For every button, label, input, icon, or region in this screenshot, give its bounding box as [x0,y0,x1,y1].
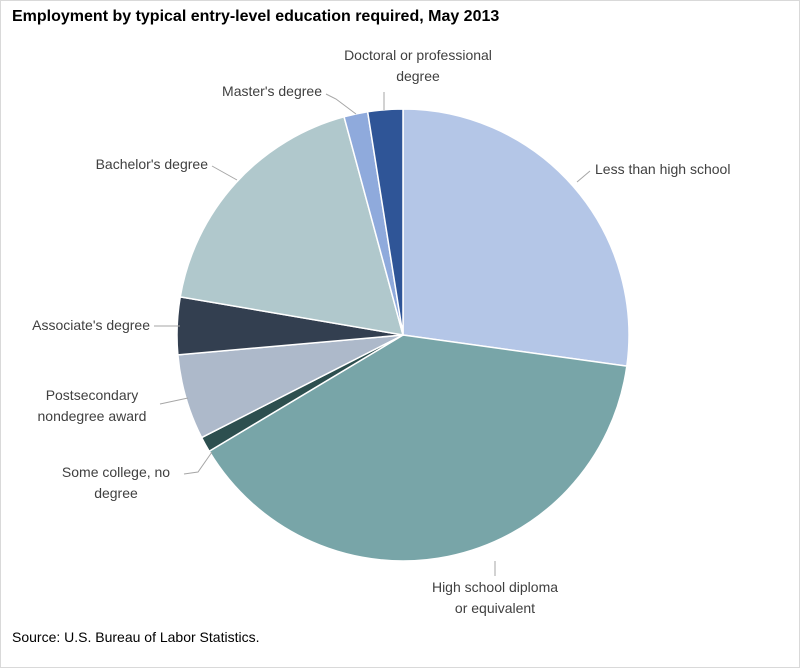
chart-title: Employment by typical entry-level educat… [12,8,500,25]
slice-label: Master's degree [222,83,322,99]
leader-line [183,451,213,475]
slice-label: Associate's degree [32,317,150,333]
slice-label: Some college, no degree [61,464,171,501]
leader-line [159,397,189,405]
slice-label: Bachelor's degree [95,156,208,172]
source-note: Source: U.S. Bureau of Labor Statistics. [12,629,260,645]
leader-line [576,170,591,183]
slice-label: High school diploma or equivalent [431,579,559,616]
pie-slice [366,108,404,336]
pie-slice [208,334,628,562]
pie-slice [402,108,630,367]
leader-line [325,93,357,115]
leader-line [211,165,238,181]
slice-label: Doctoral or professional degree [344,47,492,84]
slice-label: Less than high school [595,161,731,177]
slice-label: Postsecondary nondegree award [37,387,147,424]
pie-slice [179,115,405,336]
